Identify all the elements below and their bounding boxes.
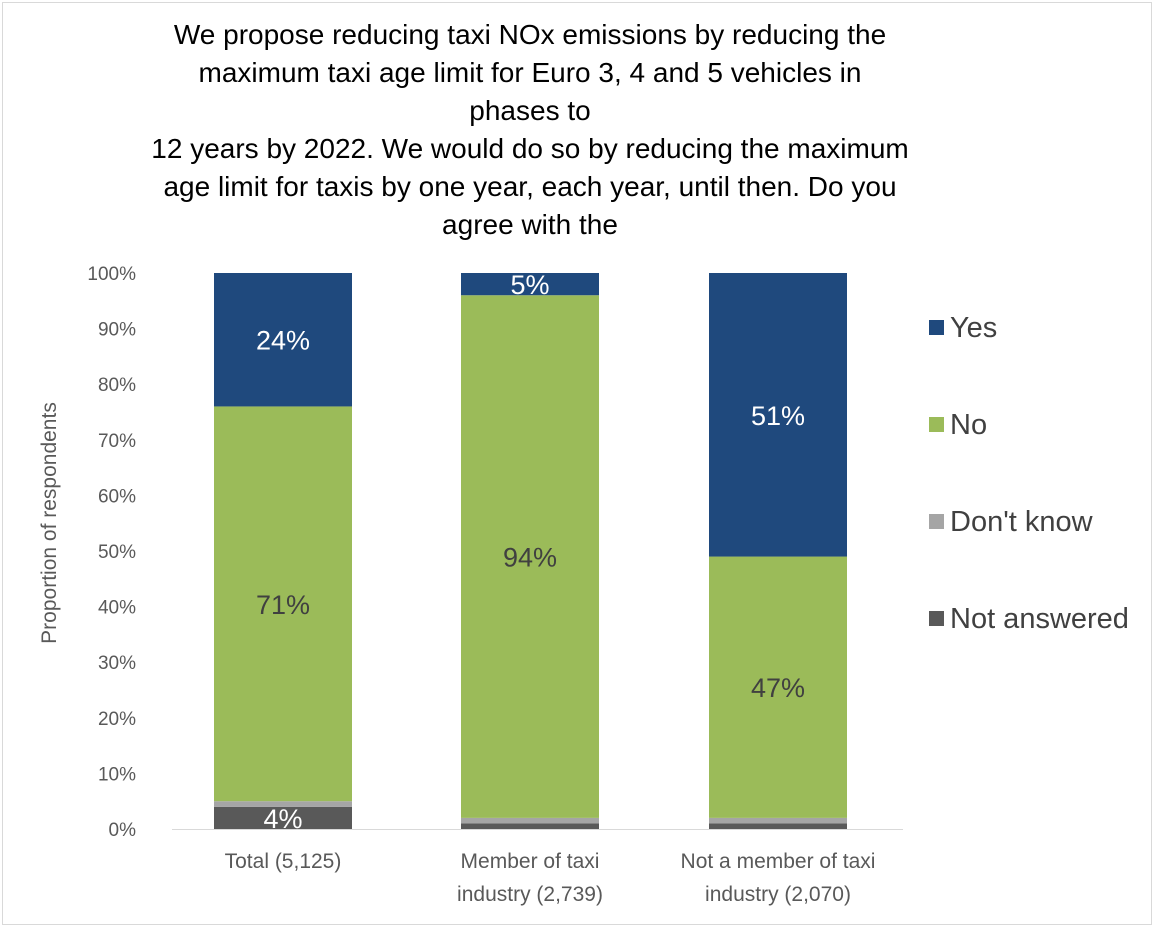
legend-swatch [929,611,944,626]
chart-title-line: age limit for taxis by one year, each ye… [163,171,897,202]
data-label: 94% [503,543,557,573]
legend-item: Don't know [929,506,1093,539]
chart-title: We propose reducing taxi NOx emissions b… [150,16,910,244]
chart-title-line: 12 years by 2022. We would do so by redu… [151,133,909,164]
bar-segment [461,817,599,824]
data-label: 51% [751,401,805,431]
y-tick-label: 80% [98,375,136,396]
x-tick-label: industry (2,739) [457,883,603,906]
chart-title-line: We propose reducing taxi NOx emissions b… [173,19,887,50]
y-tick-label: 40% [98,598,136,619]
data-label: 4% [263,804,302,834]
legend-label: No [950,409,988,441]
x-tick-label: Not a member of taxi [681,850,876,873]
data-label: 47% [751,673,805,703]
y-tick-label: 30% [98,653,136,674]
legend-label: Don't know [950,506,1093,538]
y-axis-label: Proportion of respondents [38,402,61,644]
bar-segment [709,556,847,818]
bar-segment [709,817,847,824]
legend-swatch [929,320,944,335]
legend-label: Not answered [950,603,1129,635]
x-tick-label: Total (5,125) [225,850,342,873]
legend-item: No [929,409,987,442]
data-label: 24% [256,326,310,356]
x-tick-label: industry (2,070) [705,883,851,906]
y-tick-label: 10% [98,764,136,785]
legend-label: Yes [950,312,998,344]
y-tick-label: 20% [98,709,136,730]
data-label: 5% [510,270,549,300]
y-tick-label: 70% [98,431,136,452]
bar-segment [461,273,599,296]
legend-swatch [929,514,944,529]
bar-segment [214,273,352,407]
y-tick-label: 90% [98,320,136,341]
chart-title-line: agree with the [442,209,618,240]
bar-segment [214,801,352,807]
bar-segment [709,823,847,829]
legend-item: Yes [929,312,997,345]
y-tick-label: 100% [87,264,136,285]
bar-segment [709,273,847,557]
y-tick-label: 60% [98,486,136,507]
bar-segment [214,406,352,802]
y-tick-label: 50% [98,542,136,563]
bar-segment [461,295,599,818]
chart-title-line: maximum taxi age limit for Euro 3, 4 and… [198,57,862,126]
y-tick-label: 0% [109,820,137,841]
legend-swatch [929,417,944,432]
legend-item: Not answered [929,603,1129,636]
data-label: 71% [256,590,310,620]
bar-segment [214,806,352,829]
bar-segment [461,823,599,829]
x-tick-label: Member of taxi [461,850,600,873]
